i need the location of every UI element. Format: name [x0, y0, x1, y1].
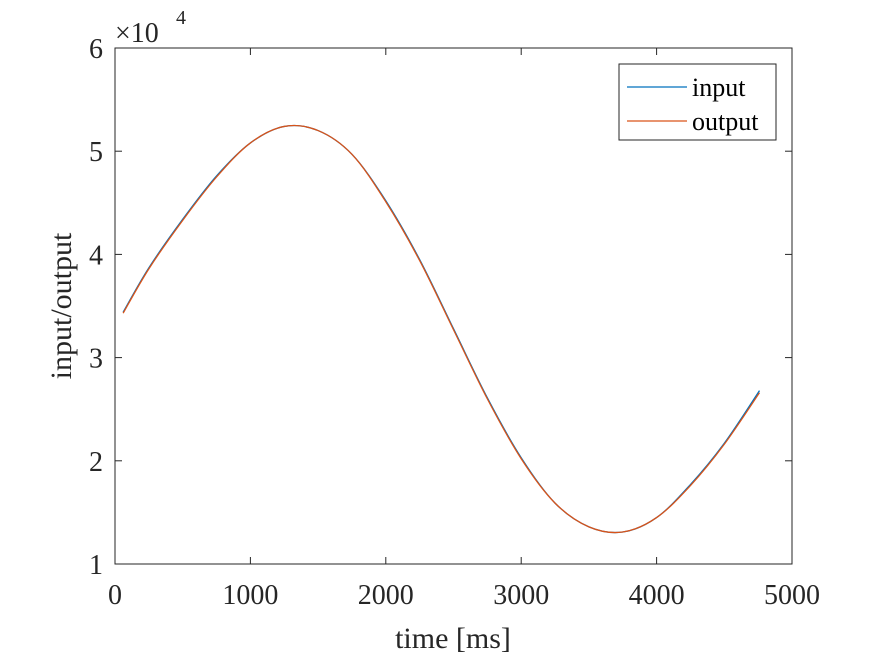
x-tick-label: 5000: [764, 580, 820, 611]
series-layer: [122, 124, 761, 534]
legend: input output: [618, 63, 777, 141]
legend-label-output: output: [692, 107, 759, 136]
x-tick-label: 4000: [629, 580, 685, 611]
y-multiplier-exponent: 4: [176, 7, 186, 29]
legend-box: [618, 63, 777, 141]
x-tick-label: 1000: [222, 580, 278, 611]
legend-label-input: input: [692, 73, 746, 102]
y-tick-label: 6: [89, 34, 103, 65]
x-axis-label: time [ms]: [395, 622, 511, 655]
y-tick-label: 4: [89, 240, 103, 271]
y-multiplier: ×10 4: [115, 7, 186, 49]
x-tick-label: 0: [108, 580, 122, 611]
y-tick-label: 2: [89, 447, 103, 478]
x-tick-label: 2000: [358, 580, 414, 611]
x-tick-label: 3000: [493, 580, 549, 611]
y-tick-label: 5: [89, 137, 103, 168]
y-tick-label: 3: [89, 344, 103, 375]
plot-frame: [114, 47, 793, 565]
y-multiplier-base: ×10: [115, 18, 159, 49]
y-tick-label: 1: [89, 550, 103, 581]
series-line-output: [122, 124, 761, 534]
y-axis-label: input/output: [45, 232, 78, 379]
ticks-layer: 0 1000 2000 3000 4000 5000 1 2 3 4 5 6: [89, 34, 820, 611]
